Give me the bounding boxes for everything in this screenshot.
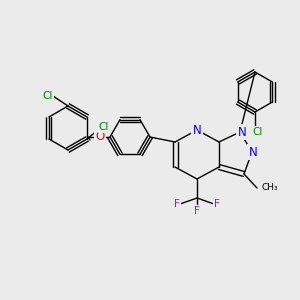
Text: F: F	[194, 206, 200, 216]
Text: N: N	[193, 124, 201, 136]
Text: F: F	[214, 199, 220, 209]
Text: O: O	[95, 130, 105, 143]
Text: Cl: Cl	[99, 122, 109, 132]
Text: Cl: Cl	[253, 127, 263, 137]
Text: CH₃: CH₃	[262, 184, 279, 193]
Text: F: F	[174, 199, 180, 209]
Text: N: N	[238, 125, 246, 139]
Text: N: N	[249, 146, 257, 158]
Text: Cl: Cl	[43, 91, 53, 101]
